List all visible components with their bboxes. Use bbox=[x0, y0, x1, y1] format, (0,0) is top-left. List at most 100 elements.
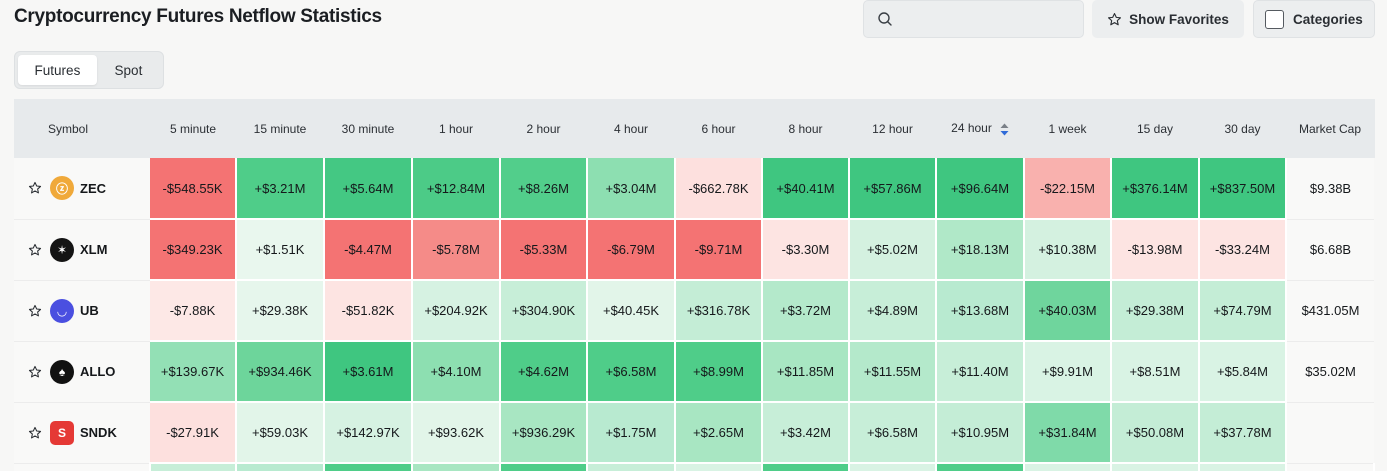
table-cell bbox=[1111, 463, 1200, 471]
favorite-star-icon[interactable] bbox=[28, 304, 42, 318]
netflow-cell: -$5.33M bbox=[500, 219, 588, 281]
xlm-coin-icon: ✶ bbox=[50, 237, 74, 262]
show-favorites-button[interactable]: Show Favorites bbox=[1092, 0, 1244, 38]
allo-coin-icon: ♠ bbox=[50, 359, 74, 384]
table-row[interactable] bbox=[14, 463, 1375, 471]
table-row[interactable]: ⓩ ZEC -$548.55K +$3.21M +$5.64M +$12.84M +$8.2… bbox=[14, 158, 1374, 220]
netflow-cell: +$204.92K bbox=[412, 280, 501, 342]
column-header-label: 12 hour bbox=[872, 121, 913, 136]
column-header-label: Symbol bbox=[48, 121, 89, 136]
table-cell bbox=[1286, 463, 1375, 471]
netflow-cell: +$13.68M bbox=[936, 280, 1025, 342]
netflow-cell: +$1.51K bbox=[236, 219, 325, 281]
netflow-cell: -$33.24M bbox=[1199, 219, 1287, 281]
table-header-row: Symbol 5 minute 15 minute 30 minute 1 hour 2 … bbox=[14, 99, 1375, 158]
table-cell bbox=[500, 463, 588, 471]
netflow-cell: -$22.15M bbox=[1024, 158, 1112, 220]
netflow-cell: +$837.50M bbox=[1199, 158, 1287, 220]
netflow-cell: -$13.98M bbox=[1111, 219, 1200, 281]
netflow-cell: +$11.85M bbox=[762, 341, 850, 403]
zec-coin-icon: ⓩ bbox=[50, 176, 74, 201]
netflow-cell: -$7.88K bbox=[150, 280, 237, 342]
table-row[interactable]: S SNDK -$27.91K +$59.03K +$142.97K +$93.62K +$… bbox=[14, 402, 1374, 464]
symbol-ticker: UB bbox=[80, 303, 99, 318]
column-header-label: Market Cap bbox=[1298, 121, 1362, 136]
search-box[interactable] bbox=[863, 0, 1084, 38]
symbol-cell[interactable]: ◡ UB bbox=[14, 280, 150, 342]
tab-spot[interactable]: Spot bbox=[114, 62, 143, 78]
column-header-2-hour[interactable]: 2 hour bbox=[500, 99, 588, 158]
netflow-cell: +$304.90K bbox=[500, 280, 588, 342]
netflow-cell: +$11.40M bbox=[936, 341, 1025, 403]
netflow-cell: +$18.13M bbox=[936, 219, 1025, 281]
symbol-ticker: ZEC bbox=[80, 180, 106, 196]
column-header-6-hour[interactable]: 6 hour bbox=[675, 99, 763, 158]
column-header-30-minute[interactable]: 30 minute bbox=[324, 99, 413, 158]
column-header-4-hour[interactable]: 4 hour bbox=[587, 99, 676, 158]
netflow-cell: -$349.23K bbox=[150, 219, 237, 281]
netflow-cell: +$29.38M bbox=[1111, 280, 1200, 342]
netflow-cell: +$3.42M bbox=[762, 402, 850, 464]
column-header-label: 2 hour bbox=[526, 121, 561, 136]
netflow-cell: +$316.78K bbox=[675, 280, 763, 342]
netflow-cell: +$5.84M bbox=[1199, 341, 1287, 403]
column-header-12-hour[interactable]: 12 hour bbox=[849, 99, 937, 158]
tab-futures[interactable]: Futures bbox=[18, 55, 97, 85]
market-cap-cell: $9.38B bbox=[1286, 158, 1374, 220]
netflow-cell: +$11.55M bbox=[849, 341, 937, 403]
netflow-table: Symbol 5 minute 15 minute 30 minute 1 hour 2 … bbox=[14, 99, 1375, 471]
table-cell bbox=[150, 463, 237, 471]
column-header-1-hour[interactable]: 1 hour bbox=[412, 99, 501, 158]
netflow-cell: +$5.02M bbox=[849, 219, 937, 281]
netflow-cell: +$29.38K bbox=[236, 280, 325, 342]
symbol-cell[interactable]: ✶ XLM bbox=[14, 219, 150, 281]
symbol-cell[interactable]: ♠ ALLO bbox=[14, 341, 150, 403]
netflow-cell: -$662.78K bbox=[675, 158, 763, 220]
netflow-cell: -$548.55K bbox=[150, 158, 237, 220]
sndk-coin-icon: S bbox=[50, 420, 74, 445]
column-header-24-hour[interactable]: 24 hour bbox=[936, 99, 1025, 158]
search-icon bbox=[878, 12, 892, 26]
netflow-cell: -$4.47M bbox=[324, 219, 413, 281]
netflow-cell: +$10.95M bbox=[936, 402, 1025, 464]
favorite-star-icon[interactable] bbox=[28, 426, 42, 440]
netflow-cell: -$5.78M bbox=[412, 219, 501, 281]
symbol-cell-content: ⓩ ZEC bbox=[14, 176, 150, 201]
netflow-cell: -$27.91K bbox=[150, 402, 237, 464]
netflow-cell: +$40.03M bbox=[1024, 280, 1112, 342]
symbol-cell[interactable]: ⓩ ZEC bbox=[14, 158, 150, 220]
table-cell bbox=[1024, 463, 1112, 471]
column-header-30-day[interactable]: 30 day bbox=[1199, 99, 1287, 158]
table-row[interactable]: ◡ UB -$7.88K +$29.38K -$51.82K +$204.92K +$304… bbox=[14, 280, 1374, 342]
netflow-cell: +$6.58M bbox=[849, 402, 937, 464]
column-header-15-day[interactable]: 15 day bbox=[1111, 99, 1200, 158]
netflow-cell: +$376.14M bbox=[1111, 158, 1200, 220]
categories-button[interactable]: Categories bbox=[1253, 0, 1375, 38]
table-cell bbox=[675, 463, 763, 471]
sort-icon[interactable] bbox=[1000, 123, 1009, 136]
symbol-cell[interactable]: S SNDK bbox=[14, 402, 150, 464]
favorite-star-icon[interactable] bbox=[28, 243, 42, 257]
netflow-cell: +$142.97K bbox=[324, 402, 413, 464]
search-input[interactable] bbox=[902, 1, 1077, 37]
netflow-cell: +$50.08M bbox=[1111, 402, 1200, 464]
netflow-cell: +$4.10M bbox=[412, 341, 501, 403]
column-header-5-minute[interactable]: 5 minute bbox=[150, 99, 237, 158]
netflow-cell: +$4.62M bbox=[500, 341, 588, 403]
categories-checkbox[interactable] bbox=[1265, 9, 1284, 29]
netflow-cell: +$8.99M bbox=[675, 341, 763, 403]
column-header-1-week[interactable]: 1 week bbox=[1024, 99, 1112, 158]
netflow-cell: +$934.46K bbox=[236, 341, 325, 403]
table-row[interactable]: ✶ XLM -$349.23K +$1.51K -$4.47M -$5.78M -$5.33… bbox=[14, 219, 1374, 281]
netflow-cell: +$8.51M bbox=[1111, 341, 1200, 403]
column-header-label: 5 minute bbox=[169, 121, 217, 136]
symbol-cell-content: ◡ UB bbox=[14, 298, 150, 323]
table-cell bbox=[849, 463, 937, 471]
table-cell bbox=[587, 463, 676, 471]
favorite-star-icon[interactable] bbox=[28, 181, 42, 195]
column-header-8-hour[interactable]: 8 hour bbox=[762, 99, 850, 158]
column-header-15-minute[interactable]: 15 minute bbox=[236, 99, 325, 158]
favorite-star-icon[interactable] bbox=[28, 365, 42, 379]
show-favorites-label: Show Favorites bbox=[1129, 11, 1229, 27]
table-row[interactable]: ♠ ALLO +$139.67K +$934.46K +$3.61M +$4.10M +$4… bbox=[14, 341, 1374, 403]
